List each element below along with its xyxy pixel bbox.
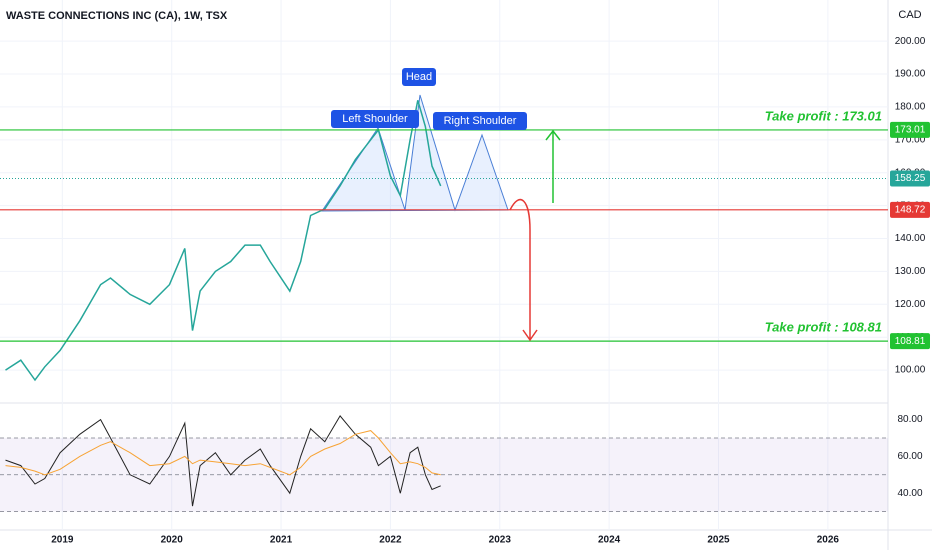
pattern-label: Right Shoulder: [444, 115, 517, 127]
price-tag-label: 158.25: [895, 173, 926, 184]
x-tick-label: 2022: [379, 535, 402, 546]
x-tick-label: 2025: [707, 535, 730, 546]
rsi-tick-label: 60.00: [897, 451, 922, 462]
price-tag-label: 108.81: [895, 336, 926, 347]
rsi-tick-label: 40.00: [897, 488, 922, 499]
price-tag-label: 173.01: [895, 125, 926, 136]
price-tag-label: 148.72: [895, 204, 926, 215]
rsi-line: [5, 415, 441, 507]
rsi-tick-label: 80.00: [897, 414, 922, 425]
x-tick-label: 2023: [489, 535, 512, 546]
y-tick-label: 180.00: [895, 102, 926, 113]
y-tick-label: 190.00: [895, 69, 926, 80]
price-tag: [890, 121, 930, 138]
x-tick-label: 2019: [51, 535, 74, 546]
price-line: [5, 100, 442, 382]
pattern-label-box: [331, 110, 419, 128]
x-tick-label: 2024: [598, 535, 621, 546]
price-tag: [890, 201, 930, 218]
y-tick-label: 120.00: [895, 299, 926, 310]
pattern-label: Left Shoulder: [342, 113, 408, 125]
x-tick-label: 2020: [161, 535, 184, 546]
rsi-line: [5, 430, 441, 476]
pattern-label-box: [402, 68, 436, 86]
y-tick-label: 200.00: [895, 36, 926, 47]
head-shoulders-pattern: [321, 94, 509, 212]
chart-title: WASTE CONNECTIONS INC (CA), 1W, TSX: [6, 10, 228, 22]
target-arrow-up: [545, 129, 561, 203]
pattern-label-box: [433, 112, 527, 130]
take-profit-label: Take profit : 108.81: [765, 320, 882, 335]
price-tag: [890, 333, 930, 350]
currency-label: CAD: [898, 9, 921, 21]
price-tag: [890, 170, 930, 187]
pattern-label: Head: [406, 71, 432, 83]
y-tick-label: 170.00: [895, 134, 926, 145]
take-profit-label: Take profit : 173.01: [765, 108, 882, 123]
y-tick-label: 130.00: [895, 266, 926, 277]
target-arrow-down: [509, 198, 538, 342]
x-tick-label: 2026: [817, 535, 840, 546]
y-tick-label: 140.00: [895, 233, 926, 244]
y-tick-label: 100.00: [895, 365, 926, 376]
x-tick-label: 2021: [270, 535, 293, 546]
